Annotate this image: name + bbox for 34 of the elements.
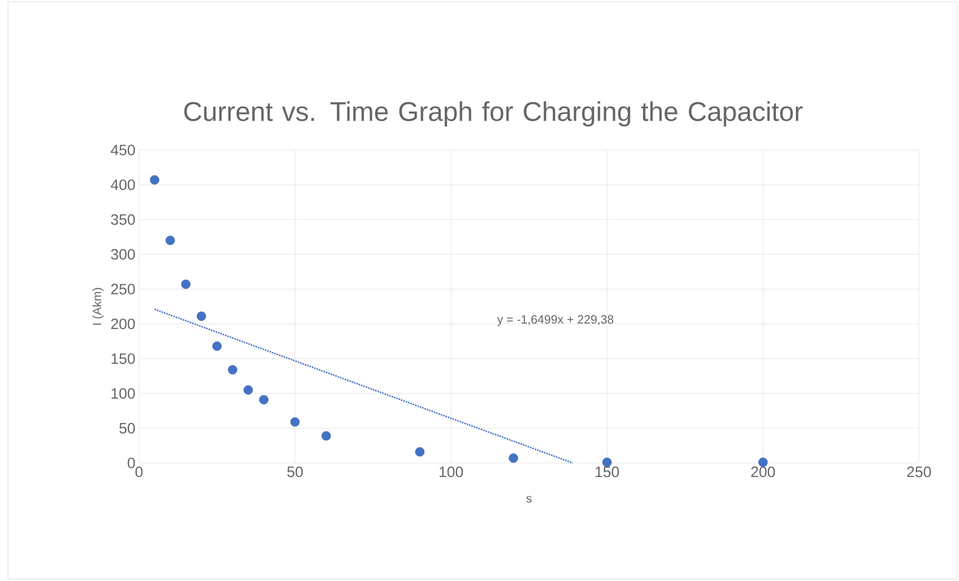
y-tick-label: 0: [128, 458, 135, 468]
point: [228, 365, 238, 374]
x-tick-label: 100: [440, 466, 463, 478]
x-tick-label: 50: [287, 466, 303, 478]
x-tick-label: 250: [907, 466, 931, 478]
point: [166, 236, 175, 246]
chart-title: Current vs. Time Graph for Charging the Capacitor: [184, 101, 803, 126]
point: [322, 431, 331, 441]
x-tick-label: 200: [751, 466, 775, 478]
point: [415, 447, 425, 457]
annotation: y = -1,6499x + 229,38: [497, 315, 614, 326]
point: [290, 417, 300, 427]
point: [259, 394, 269, 404]
point: [196, 312, 206, 321]
y-tick-label: 450: [110, 144, 135, 156]
point: [181, 280, 191, 289]
y-tick-label: 50: [119, 422, 135, 434]
point: [508, 453, 518, 463]
x-tick-label: 150: [596, 466, 619, 478]
y-tick-label: 250: [111, 284, 135, 294]
point: [602, 458, 612, 467]
y-tick-label: 100: [112, 388, 135, 399]
y-axis-title: I (Akm): [92, 288, 104, 325]
y-tick-label: 150: [112, 353, 135, 364]
point: [244, 385, 253, 395]
x-tick-label: 0: [135, 466, 143, 478]
x-axis-title: s: [526, 496, 532, 503]
y-tick-label: 200: [111, 318, 135, 330]
y-tick-label: 300: [111, 249, 135, 260]
point: [150, 175, 160, 185]
point: [212, 341, 222, 351]
y-tick-label: 400: [110, 179, 135, 190]
point: [758, 458, 768, 467]
y-tick-label: 350: [111, 214, 135, 225]
